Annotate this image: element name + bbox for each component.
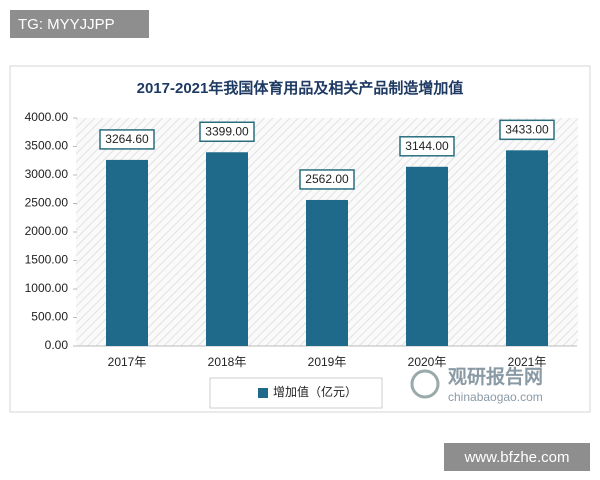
- x-tick-label: 2019年: [308, 355, 347, 369]
- value-label-box: [399, 136, 455, 157]
- bar: [506, 150, 548, 346]
- value-label: 3144.00: [405, 139, 449, 153]
- x-tick-label: 2017年: [108, 355, 147, 369]
- watermark: TG: MYYJJPP: [18, 16, 115, 33]
- value-label-box: [499, 119, 555, 141]
- y-tick-label: 2500.00: [25, 196, 69, 210]
- y-tick-label: 3000.00: [25, 167, 69, 181]
- legend-label: 增加值（亿元）: [273, 384, 357, 399]
- bar: [306, 199, 348, 346]
- value-label-box: [99, 129, 155, 150]
- x-tick-label: 2020年: [408, 355, 447, 369]
- y-tick-label: 2000.00: [25, 224, 69, 238]
- chart-title: 2017-2021年我国体育用品及相关产品制造增加值: [137, 79, 464, 97]
- y-tick-label: 1000.00: [25, 281, 69, 295]
- logo: 观研报告网 chinabaogao.com: [410, 365, 543, 404]
- value-label: 2562.00: [305, 172, 349, 186]
- y-tick-label: 3500.00: [25, 139, 69, 153]
- watermark-box: [444, 443, 590, 471]
- legend-swatch: [258, 388, 268, 398]
- logo-url: chinabaogao.com: [448, 390, 543, 404]
- value-label: 3264.60: [105, 132, 149, 146]
- logo-icon: [410, 369, 440, 399]
- y-tick-label: 0.00: [45, 338, 69, 352]
- x-tick-label: 2021年: [508, 355, 547, 369]
- y-tick-label: 500.00: [31, 310, 68, 324]
- value-label: 3433.00: [505, 122, 549, 136]
- value-label-box: [199, 121, 255, 143]
- value-label-box: [299, 169, 355, 190]
- bar: [106, 159, 148, 346]
- bar: [206, 152, 248, 346]
- legend-box: [209, 377, 383, 409]
- logo-name: 观研报告网: [448, 365, 543, 388]
- x-tick-label: 2018年: [208, 355, 247, 369]
- watermark: www.bfzhe.com: [463, 449, 569, 466]
- watermark-box: [10, 10, 149, 38]
- value-label: 3399.00: [205, 124, 249, 138]
- bar: [406, 166, 448, 346]
- y-tick-label: 4000.00: [25, 110, 69, 124]
- y-tick-label: 1500.00: [25, 253, 69, 267]
